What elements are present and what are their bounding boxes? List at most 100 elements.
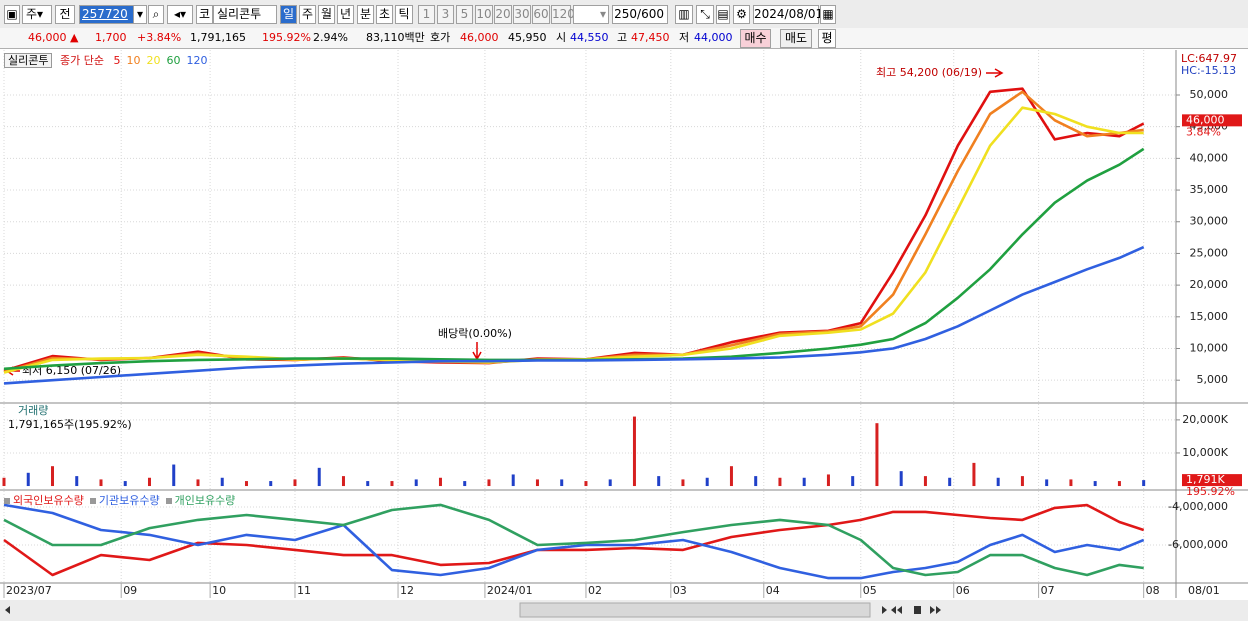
volume-bar: [463, 481, 467, 487]
x-tick-label: 03: [673, 584, 687, 597]
avg-button[interactable]: 평: [818, 29, 836, 48]
search-button[interactable]: ⌕: [148, 5, 164, 24]
volume-bar: [390, 481, 394, 487]
sell-button[interactable]: 매도: [780, 29, 812, 48]
volume-bar: [632, 416, 636, 487]
volume-bar: [26, 472, 30, 487]
volume-bar: [972, 462, 976, 487]
volume-title: 거래량: [18, 404, 48, 417]
period-select[interactable]: 주▾: [22, 5, 52, 24]
legend-entry: 120: [186, 54, 208, 67]
settings-icon[interactable]: ⚙: [733, 5, 750, 24]
legend-entry: 기관보유수량: [98, 494, 160, 507]
last-value-label: 46,000: [1186, 113, 1225, 126]
interval-button[interactable]: 60: [532, 5, 550, 24]
custom-dropdown[interactable]: ▾: [573, 5, 609, 24]
annotation: 배당락(0.00%): [438, 327, 512, 340]
tool-icon[interactable]: ▥: [675, 5, 693, 24]
volume-bar: [778, 477, 782, 487]
interval-button[interactable]: 120: [551, 5, 575, 24]
info-bar: 46,000 ▲ 1,700 +3.84% 1,791,165 195.92% …: [0, 28, 1248, 49]
volume-bar: [341, 476, 345, 487]
scroll-left[interactable]: [5, 606, 10, 614]
menu-icon[interactable]: ▣: [4, 5, 20, 24]
x-tick-label: 2024/01: [487, 584, 533, 597]
period-button[interactable]: 월: [318, 5, 335, 24]
lc-label: LC:647.97: [1181, 52, 1237, 65]
prev-button[interactable]: 전: [55, 5, 75, 24]
legend-entry: 개인보유수량: [174, 494, 236, 507]
code-dropdown[interactable]: ▾: [133, 5, 147, 24]
interval-button[interactable]: 5: [456, 5, 473, 24]
volume-bar: [851, 476, 855, 487]
low: 44,000: [694, 31, 733, 44]
volume-bar: [948, 477, 952, 487]
period-button[interactable]: 주: [299, 5, 316, 24]
x-tick-label: 11: [297, 584, 311, 597]
volume-bar: [1117, 481, 1121, 487]
last-value-label: 1,791K: [1186, 473, 1225, 486]
count-max: /600: [637, 7, 664, 21]
y-tick-label: 35,000: [1190, 183, 1229, 196]
interval-button[interactable]: 30: [513, 5, 531, 24]
period-button[interactable]: 틱: [395, 5, 413, 24]
x-tick-label: 02: [588, 584, 602, 597]
sound-button[interactable]: ◂▾: [167, 5, 193, 24]
legend-entry: 60: [166, 54, 181, 67]
legend-type: 종가 단순: [59, 54, 104, 67]
volume-bar: [487, 479, 491, 487]
x-tick-label: 07: [1041, 584, 1055, 597]
period-button[interactable]: 초: [376, 5, 393, 24]
interval-button[interactable]: 20: [494, 5, 512, 24]
legend-stock[interactable]: 실리콘투: [4, 53, 53, 68]
market-button[interactable]: 코: [196, 5, 213, 24]
period-button[interactable]: 일: [280, 5, 297, 24]
date-input[interactable]: 2024/08/01: [753, 5, 823, 24]
scroll-thumb[interactable]: [519, 602, 871, 618]
legend-ma: 5 10 20 60 120: [107, 54, 207, 67]
code-input[interactable]: 257720: [79, 5, 134, 24]
period-button[interactable]: 년: [337, 5, 354, 24]
period-button[interactable]: 분: [357, 5, 374, 24]
volume-bar: [172, 464, 176, 487]
last-change-label: 3.84%: [1186, 125, 1221, 138]
volume-bar: [560, 479, 564, 487]
buy-button[interactable]: 매수: [740, 29, 771, 48]
open: 44,550: [570, 31, 609, 44]
volume-bar: [875, 423, 879, 487]
interval-button[interactable]: 3: [437, 5, 454, 24]
volume-bar: [705, 477, 709, 487]
high: 47,450: [631, 31, 670, 44]
scroll-controls[interactable]: [882, 606, 941, 614]
volume-bar: [269, 481, 273, 487]
legend-swatch: [89, 498, 96, 504]
volume-bar: [1069, 479, 1073, 487]
interval-button[interactable]: 1: [418, 5, 435, 24]
volume-bar: [996, 477, 1000, 487]
count-display[interactable]: 250/600: [612, 5, 668, 24]
x-end-label: 08/01: [1188, 584, 1220, 597]
x-tick-label: 05: [863, 584, 877, 597]
calendar-button[interactable]: ▦: [820, 5, 836, 24]
tool-icon[interactable]: ⤡: [696, 5, 714, 24]
volume-bar: [293, 479, 297, 487]
series-line: [3, 245, 1145, 385]
series-line: [3, 106, 1144, 374]
y-tick-label: -4,000,000: [1168, 500, 1228, 513]
volume-bar: [826, 474, 830, 487]
volume-bar: [899, 471, 903, 487]
volume-bar: [729, 466, 733, 487]
holdings-legend: 외국인보유수량 기관보유수량 개인보유수량: [4, 492, 235, 508]
interval-button[interactable]: 10: [475, 5, 493, 24]
price: 46,000 ▲: [28, 31, 79, 44]
ask: 46,000: [460, 31, 499, 44]
volume-bar: [438, 477, 442, 487]
volume-bar: [196, 479, 200, 487]
tool-icon[interactable]: ▤: [716, 5, 730, 24]
volume-bar: [608, 479, 612, 487]
chart-bg: [0, 48, 1248, 621]
x-tick-label: 08: [1146, 584, 1160, 597]
series-line: [3, 503, 1144, 577]
legend-entry: 20: [146, 54, 161, 67]
